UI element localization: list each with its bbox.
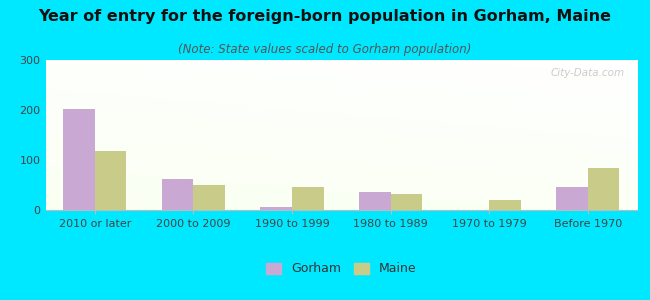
Text: Year of entry for the foreign-born population in Gorham, Maine: Year of entry for the foreign-born popul…	[38, 9, 612, 24]
Bar	[391, 194, 422, 210]
Bar	[194, 185, 225, 210]
Text: (Note: State values scaled to Gorham population): (Note: State values scaled to Gorham pop…	[178, 44, 472, 56]
Bar	[162, 179, 194, 210]
Bar	[95, 151, 126, 210]
Bar	[489, 200, 521, 210]
Bar	[63, 109, 95, 210]
Legend: Gorham, Maine: Gorham, Maine	[260, 256, 422, 282]
Bar	[588, 167, 619, 210]
Bar	[292, 187, 324, 210]
Bar	[261, 206, 292, 210]
Bar	[359, 192, 391, 210]
Text: City-Data.com: City-Data.com	[551, 68, 625, 77]
Bar	[556, 187, 588, 210]
